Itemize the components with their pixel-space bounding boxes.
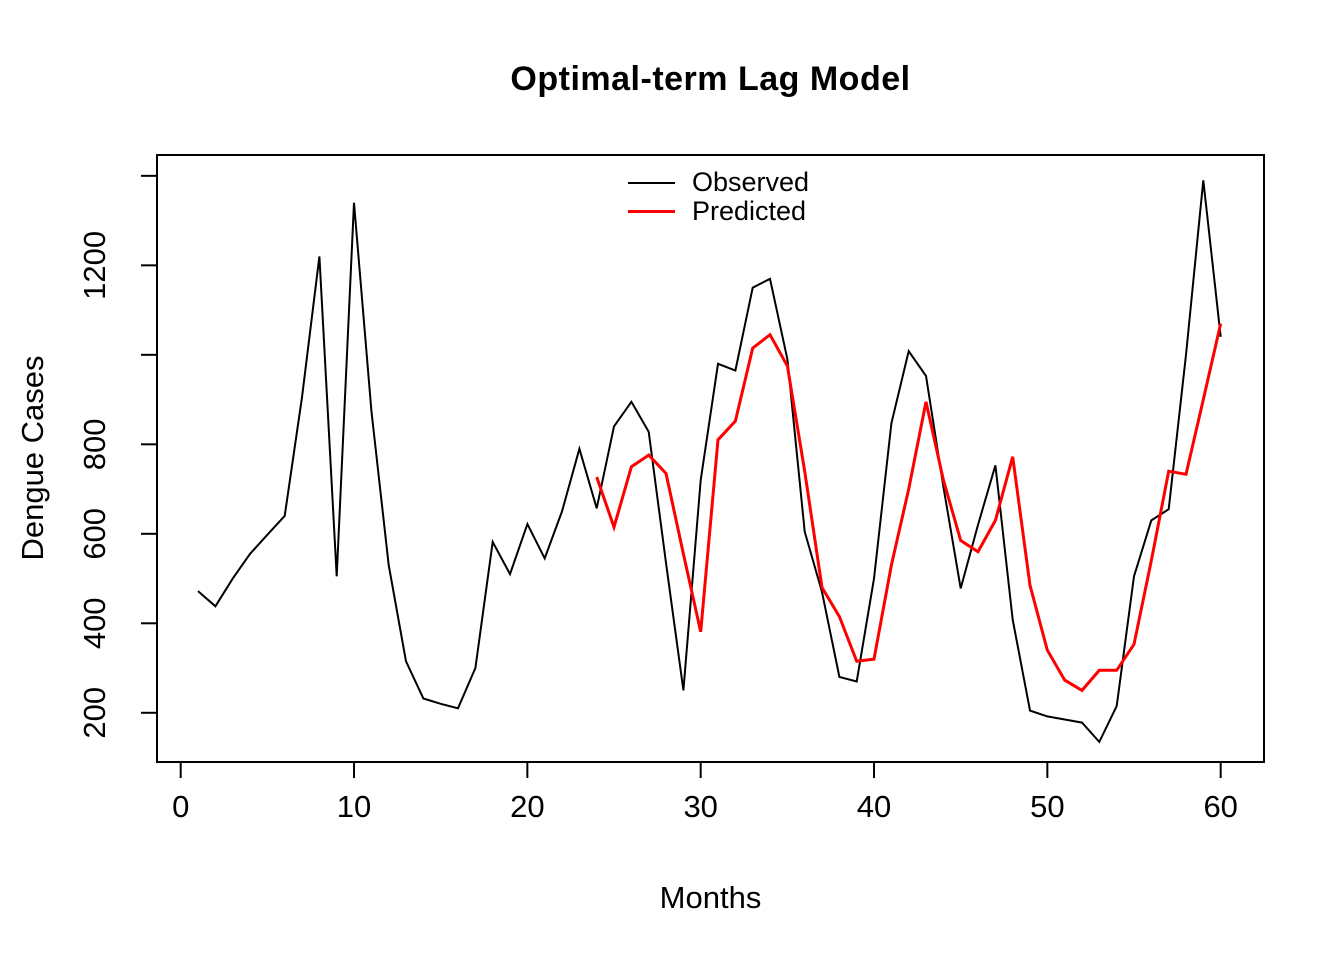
- y-axis-label: Dengue Cases: [15, 355, 50, 561]
- observed-line: [197, 180, 1222, 744]
- x-tick-label: 20: [510, 789, 544, 824]
- predicted-line: [595, 323, 1223, 693]
- x-tick-label: 30: [683, 789, 717, 824]
- legend-line-predicted: [628, 210, 675, 213]
- legend-line-observed: [628, 181, 675, 184]
- legend-item-predicted: Predicted: [628, 196, 809, 226]
- x-tick-label: 50: [1030, 789, 1064, 824]
- plot-box: [156, 154, 1265, 763]
- chart-title: Optimal-term Lag Model: [510, 60, 911, 98]
- x-tick-label: 0: [172, 789, 189, 824]
- y-tick-label: 600: [77, 508, 112, 560]
- y-tick-label: 800: [77, 418, 112, 470]
- legend-label-predicted: Predicted: [692, 196, 807, 226]
- y-tick-label: 400: [77, 597, 112, 649]
- legend-label-observed: Observed: [692, 167, 810, 197]
- x-tick-label: 60: [1203, 789, 1237, 824]
- y-tick-label: 200: [77, 687, 112, 739]
- legend-item-observed: Observed: [628, 167, 810, 197]
- y-tick-label: 1200: [77, 231, 112, 300]
- x-axis-label: Months: [659, 880, 762, 915]
- x-tick-label: 40: [857, 789, 891, 824]
- legend: Observed Predicted: [628, 167, 810, 226]
- x-tick-label: 10: [337, 789, 371, 824]
